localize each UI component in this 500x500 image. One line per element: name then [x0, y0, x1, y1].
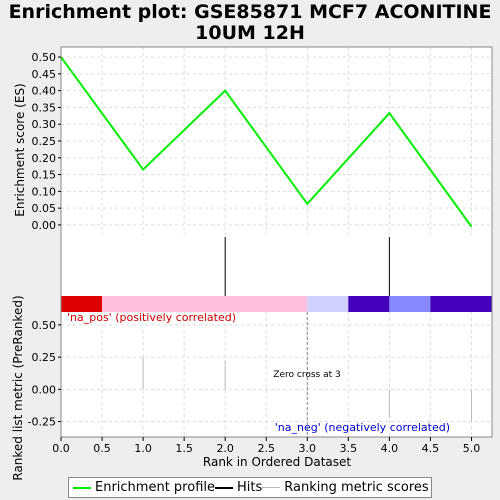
ranked-panel	[61, 312, 492, 437]
heatmap-segment	[102, 296, 308, 312]
title-line-1: Enrichment plot: GSE85871 MCF7 ACONITINE	[8, 1, 492, 23]
pos-annotation: 'na_pos' (positively correlated)	[67, 311, 236, 324]
page-title: Enrichment plot: GSE85871 MCF7 ACONITINE…	[0, 2, 500, 44]
x-tick-label: 0.5	[93, 442, 111, 455]
x-tick-label: 2.0	[216, 442, 234, 455]
es-y-tick-label: 0.30	[32, 118, 57, 131]
ranking-swatch-icon	[262, 487, 281, 488]
ranked-axis-label: Ranked list metric (PreRanked)	[11, 295, 25, 480]
es-y-tick-label: 0.40	[32, 85, 57, 98]
zero-cross-annotation: Zero cross at 3	[273, 370, 340, 380]
legend-item-ranking: Ranking metric scores	[262, 480, 429, 495]
x-tick-label: 1.0	[134, 442, 152, 455]
es-y-tick-label: 0.25	[32, 135, 57, 148]
es-panel	[61, 47, 492, 235]
x-tick-label: 2.5	[257, 442, 275, 455]
enrichment-swatch-icon	[73, 486, 91, 489]
es-y-tick-label: 0.50	[32, 51, 57, 64]
title-line-2: 10UM 12H	[195, 22, 305, 44]
neg-annotation: 'na_neg' (negatively correlated)	[275, 421, 450, 434]
heatmap-segment	[389, 296, 431, 312]
heatmap-segment	[348, 296, 390, 312]
es-y-tick-label: 0.00	[32, 219, 57, 232]
es-y-tick-label: 0.05	[32, 202, 57, 215]
legend: Enrichment profile Hits Ranking metric s…	[68, 477, 432, 498]
legend-enrichment-label: Enrichment profile	[95, 480, 215, 495]
x-tick-label: 4.5	[422, 442, 440, 455]
legend-hits-label: Hits	[237, 480, 263, 495]
x-tick-label: 3.5	[340, 442, 358, 455]
x-tick-label: 5.0	[463, 442, 481, 455]
legend-ranking-label: Ranking metric scores	[284, 480, 429, 495]
x-tick-label: 3.0	[299, 442, 317, 455]
x-tick-label: 0.0	[52, 442, 70, 455]
legend-item-enrichment: Enrichment profile	[73, 480, 215, 495]
x-axis-label: Rank in Ordered Dataset	[203, 455, 351, 469]
heatmap-segment	[307, 296, 349, 312]
ranked-y-tick-label: 0.50	[32, 319, 57, 332]
ranked-y-tick-label: -0.25	[28, 416, 56, 429]
es-axis-label: Enrichment score (ES)	[13, 83, 27, 216]
heatmap-segment	[61, 296, 103, 312]
ranked-y-tick-label: 0.00	[32, 383, 57, 396]
es-y-tick-label: 0.45	[32, 68, 57, 81]
plot-frame	[60, 46, 493, 438]
es-y-tick-label: 0.35	[32, 101, 57, 114]
heatmap-segment	[430, 296, 492, 312]
legend-item-hits: Hits	[215, 480, 262, 495]
hits-panel	[61, 235, 492, 296]
es-y-tick-label: 0.20	[32, 152, 57, 165]
x-tick-label: 1.5	[175, 442, 193, 455]
ranked-y-tick-label: 0.25	[32, 351, 57, 364]
enrichment-profile-line	[60, 56, 473, 228]
x-tick-label: 4.0	[381, 442, 399, 455]
es-y-tick-label: 0.15	[32, 169, 57, 182]
hits-swatch-icon	[215, 486, 233, 489]
es-y-tick-label: 0.10	[32, 185, 57, 198]
